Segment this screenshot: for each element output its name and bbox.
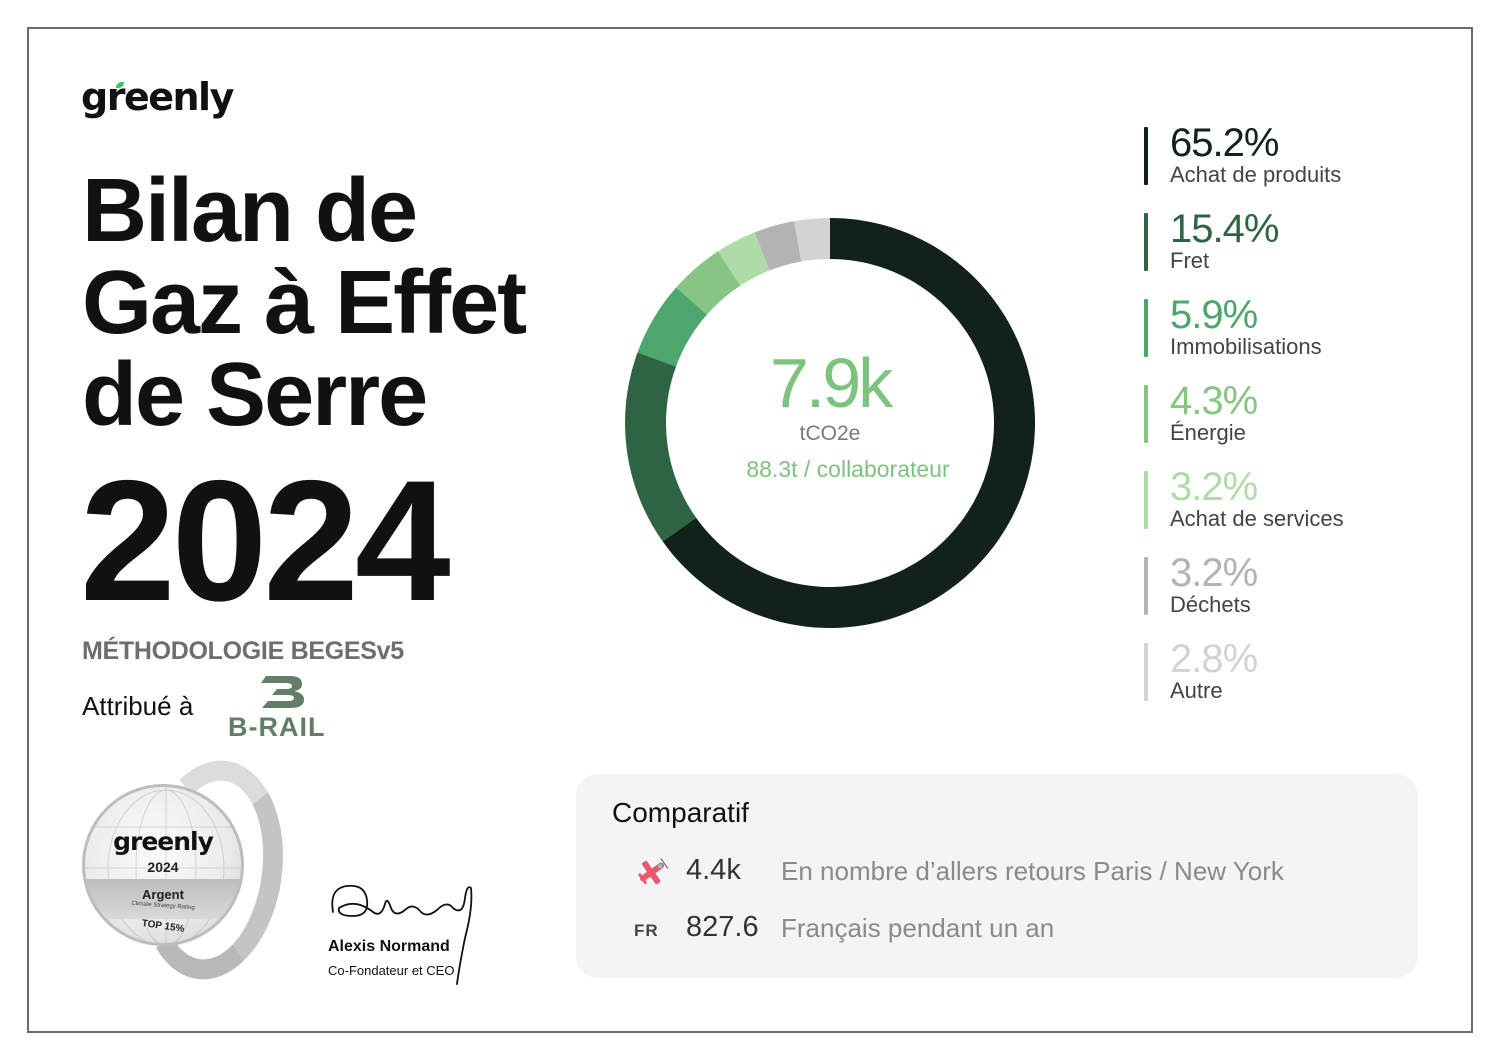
- legend-color-bar: [1144, 385, 1148, 443]
- legend-color-bar: [1144, 299, 1148, 357]
- per-employee-emissions: 88.3t / collaborateur: [746, 456, 950, 482]
- donut-segment: [676, 251, 741, 315]
- legend-label: Achat de produits: [1170, 162, 1342, 187]
- comparison-row-french-citizens: FR 827.6 Français pendant un an: [632, 909, 1392, 949]
- legend-label: Immobilisations: [1170, 334, 1322, 359]
- report-year: 2024: [80, 445, 451, 637]
- legend-item: 15.4% Fret: [1144, 207, 1444, 296]
- legend-label: Énergie: [1170, 420, 1246, 445]
- methodology-label: MÉTHODOLOGIE BEGESv5: [82, 637, 404, 665]
- globe-grid-icon: [85, 787, 241, 943]
- donut-segment: [625, 352, 697, 542]
- legend-item: 3.2% Achat de services: [1144, 465, 1444, 554]
- comparison-row-flights: 4.4k En nombre d’allers retours Paris / …: [632, 852, 1392, 892]
- badge-disc: greenly 2024 Argent Climate Strategy Rat…: [82, 784, 244, 946]
- flights-value: 4.4k: [686, 854, 741, 886]
- title-line-1: Bilan de: [82, 161, 418, 261]
- citizens-description: Français pendant un an: [781, 913, 1055, 943]
- legend-color-bar: [1144, 643, 1148, 701]
- title-line-3: de Serre: [82, 345, 428, 445]
- legend-item: 5.9% Immobilisations: [1144, 293, 1444, 382]
- climate-rating-badge: greenly 2024 Argent Climate Strategy Rat…: [80, 751, 297, 989]
- airplane-icon: [638, 858, 669, 885]
- b-rail-logo-icon: [261, 676, 304, 708]
- total-emissions-value: 7.9k: [769, 344, 893, 422]
- logo-leaf-letter: r: [106, 75, 126, 119]
- badge-level: Argent: [142, 887, 184, 902]
- france-flag-icon: FR: [634, 921, 659, 940]
- badge-band: [85, 879, 241, 919]
- flights-description: En nombre d’allers retours Paris / New Y…: [781, 856, 1284, 886]
- attribution-label: Attribué à: [82, 691, 194, 721]
- legend-percentage: 3.2%: [1170, 465, 1258, 509]
- legend-color-bar: [1144, 557, 1148, 615]
- signature-scribble-icon: [331, 884, 473, 985]
- legend-percentage: 4.3%: [1170, 379, 1258, 423]
- donut-segment: [717, 232, 770, 286]
- legend-percentage: 2.8%: [1170, 637, 1258, 681]
- greenly-logo: greenly: [81, 75, 234, 119]
- legend-percentage: 5.9%: [1170, 293, 1258, 337]
- signatory-role: Co-Fondateur et CEO: [328, 963, 455, 978]
- citizens-value: 827.6: [686, 911, 759, 943]
- legend-color-bar: [1144, 127, 1148, 185]
- legend-label: Autre: [1170, 678, 1223, 703]
- signatory-name: Alexis Normand: [328, 938, 450, 955]
- total-emissions-unit: tCO2e: [799, 422, 861, 445]
- legend-label: Fret: [1170, 248, 1210, 273]
- donut-segment: [794, 218, 830, 262]
- legend-percentage: 3.2%: [1170, 551, 1258, 595]
- emissions-donut-chart: [625, 218, 1035, 628]
- legend-item: 4.3% Énergie: [1144, 379, 1444, 468]
- title-line-2: Gaz à Effet: [82, 253, 527, 353]
- legend-percentage: 65.2%: [1170, 121, 1279, 165]
- company-logo: B-RAIL: [228, 672, 338, 744]
- badge-logo: greenly: [113, 827, 214, 856]
- signature-block: Alexis Normand Co-Fondateur et CEO: [325, 878, 475, 988]
- legend-label: Déchets: [1170, 592, 1251, 617]
- donut-segment: [754, 221, 802, 271]
- legend-percentage: 15.4%: [1170, 207, 1279, 251]
- page-title: Bilan de Gaz à Effet de Serre: [82, 161, 527, 445]
- company-name: B-RAIL: [228, 712, 326, 742]
- legend-item: 2.8% Autre: [1144, 637, 1444, 726]
- donut-segment: [637, 287, 707, 367]
- legend-color-bar: [1144, 213, 1148, 271]
- legend-item: 3.2% Déchets: [1144, 551, 1444, 640]
- comparison-panel: Comparatif 4.4k En nombre d’allers retou…: [576, 774, 1418, 978]
- legend-item: 65.2% Achat de produits: [1144, 121, 1444, 210]
- legend-color-bar: [1144, 471, 1148, 529]
- legend-label: Achat de services: [1170, 506, 1344, 531]
- chart-legend: 65.2% Achat de produits 15.4% Fret 5.9% Immob…: [1144, 121, 1444, 726]
- comparison-title: Comparatif: [612, 797, 749, 828]
- badge-year: 2024: [147, 859, 179, 875]
